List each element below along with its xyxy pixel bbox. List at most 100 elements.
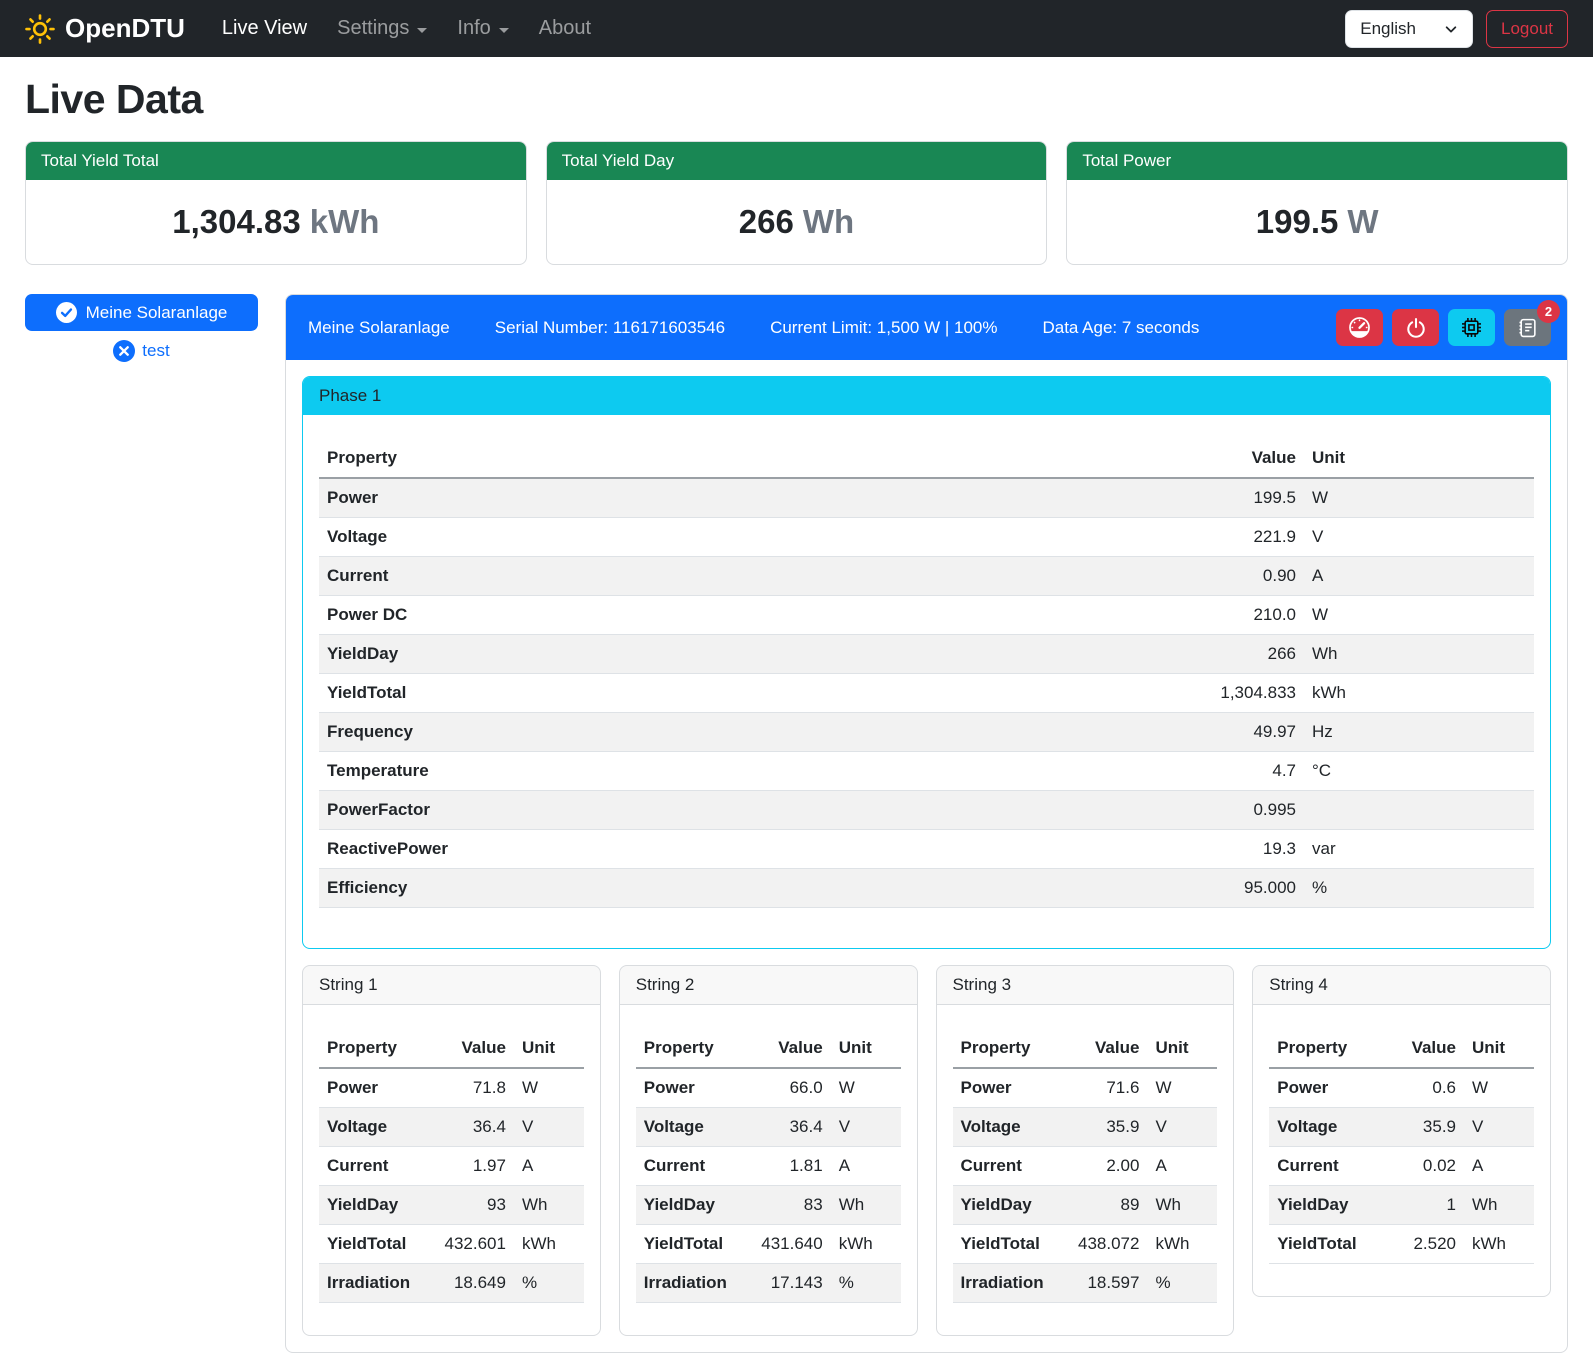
nav-item-label: Settings — [337, 17, 410, 39]
value-cell: 0.995 — [1184, 790, 1304, 830]
chevron-down-icon — [1444, 22, 1458, 36]
main-row: Meine Solaranlage test Meine Solaranlage… — [25, 294, 1568, 1353]
logout-button[interactable]: Logout — [1486, 9, 1568, 48]
column-value: Value — [1184, 439, 1304, 479]
inverter-select-button[interactable]: Meine Solaranlage — [25, 294, 258, 331]
journal-icon — [1517, 317, 1538, 339]
property-cell: Efficiency — [319, 868, 1184, 908]
card-value: 199.5 — [1255, 203, 1339, 240]
value-cell: 18.597 — [1051, 1263, 1148, 1303]
nav-item-settings[interactable]: Settings — [322, 9, 442, 48]
table-row: Power 71.8 W — [319, 1068, 584, 1108]
unit-cell: W — [1304, 595, 1534, 635]
unit-cell: A — [830, 1146, 901, 1186]
column-property: Property — [319, 1029, 419, 1069]
table-row: Voltage 36.4 V — [319, 1107, 584, 1147]
nav-item-live-view[interactable]: Live View — [207, 9, 322, 48]
value-cell: 83 — [734, 1185, 831, 1225]
card-total-power: Total Power 199.5 W — [1066, 141, 1568, 265]
property-cell: Power — [319, 1068, 419, 1108]
event-log-button[interactable]: 2 — [1504, 300, 1560, 346]
unit-cell: V — [513, 1107, 584, 1147]
table-header-row: Property Value Unit — [635, 1029, 901, 1069]
table-row: YieldDay 1 Wh — [1269, 1185, 1534, 1225]
nav-item-about[interactable]: About — [524, 9, 606, 48]
table-row: Current 1.81 A — [635, 1146, 901, 1186]
summary-cards-row: Total Yield Total 1,304.83 kWh Total Yiel… — [25, 141, 1568, 265]
inverter-limit: Current Limit: 1,500 W | 100% — [770, 317, 998, 337]
value-cell: 66.0 — [734, 1068, 831, 1108]
unit-cell: % — [1304, 868, 1534, 908]
unit-cell: kWh — [513, 1224, 584, 1264]
caret-down-icon — [498, 28, 509, 33]
inverter-data-age: Data Age: 7 seconds — [1042, 317, 1200, 337]
table-row: Voltage 35.9 V — [1269, 1107, 1534, 1147]
property-cell: Current — [319, 556, 1184, 596]
table-row: YieldTotal 432.601 kWh — [319, 1224, 584, 1264]
value-cell: 221.9 — [1184, 517, 1304, 557]
table-row: YieldTotal 2.520 kWh — [1269, 1224, 1534, 1264]
inverter-card: Meine Solaranlage Serial Number: 1161716… — [285, 294, 1568, 1353]
table-row: YieldDay 266 Wh — [319, 634, 1534, 674]
table-row: YieldDay 83 Wh — [635, 1185, 901, 1225]
property-cell: PowerFactor — [319, 790, 1184, 830]
property-cell: Power — [1269, 1068, 1368, 1108]
string-table: Property Value Unit Power 71.8 W Voltage 36.4… — [319, 1029, 584, 1303]
value-cell: 1.97 — [418, 1146, 514, 1186]
table-row: YieldDay 89 Wh — [952, 1185, 1218, 1225]
table-header-row: Property Value Unit — [319, 1029, 584, 1069]
strings-row: String 1 Property Value Unit Power 71.8 W Vo… — [302, 965, 1551, 1336]
value-cell: 4.7 — [1184, 751, 1304, 791]
value-cell: 432.601 — [418, 1224, 514, 1264]
x-circle-icon — [113, 340, 136, 362]
card-header: Total Yield Total — [26, 142, 526, 180]
column-property: Property — [952, 1029, 1052, 1069]
limit-settings-button[interactable] — [1336, 309, 1383, 346]
card-body: 199.5 W — [1067, 180, 1567, 264]
power-button[interactable] — [1392, 309, 1439, 346]
column-unit: Unit — [830, 1029, 901, 1069]
string-table: Property Value Unit Power 71.6 W Voltage 35.9… — [952, 1029, 1218, 1303]
card-total-yield-day: Total Yield Day 266 Wh — [545, 141, 1048, 265]
property-cell: Power — [319, 478, 1184, 518]
table-row: Power 199.5 W — [319, 478, 1534, 518]
value-cell: 17.143 — [734, 1263, 831, 1303]
inverter-card-body: Phase 1 Property Value Unit — [286, 360, 1567, 1352]
value-cell: 0.02 — [1368, 1146, 1464, 1186]
property-cell: YieldTotal — [635, 1224, 735, 1264]
card-body: 1,304.83 kWh — [26, 180, 526, 264]
unit-cell: var — [1304, 829, 1534, 869]
value-cell: 0.6 — [1368, 1068, 1464, 1108]
property-cell: Temperature — [319, 751, 1184, 791]
table-row: Voltage 35.9 V — [952, 1107, 1218, 1147]
table-row: YieldTotal 431.640 kWh — [635, 1224, 901, 1264]
value-cell: 199.5 — [1184, 478, 1304, 518]
cpu-icon — [1460, 316, 1483, 339]
property-cell: Power — [635, 1068, 735, 1108]
inverter-actions: 2 — [1336, 300, 1560, 346]
table-row: Current 0.02 A — [1269, 1146, 1534, 1186]
brand[interactable]: OpenDTU — [25, 13, 185, 44]
device-info-button[interactable] — [1448, 309, 1495, 346]
value-cell: 18.649 — [418, 1263, 514, 1303]
string-2-card: String 2 Property Value Unit Power 66.0 W Vo… — [618, 965, 918, 1336]
property-cell: YieldDay — [635, 1185, 735, 1225]
nav-item-info[interactable]: Info — [442, 9, 523, 48]
table-row: Current 2.00 A — [952, 1146, 1218, 1186]
table-header-row: Property Value Unit — [1269, 1029, 1534, 1069]
unit-cell: W — [1464, 1068, 1534, 1108]
unit-cell: V — [1464, 1107, 1534, 1147]
value-cell: 36.4 — [418, 1107, 514, 1147]
value-cell: 36.4 — [734, 1107, 831, 1147]
table-row: Frequency 49.97 Hz — [319, 712, 1534, 752]
property-cell: YieldDay — [319, 1185, 419, 1225]
unit-cell: Wh — [1304, 634, 1534, 674]
sidebar-item-test[interactable]: test — [113, 340, 170, 362]
property-cell: Voltage — [319, 517, 1184, 557]
nav-item-label: About — [538, 17, 592, 39]
property-cell: Current — [952, 1146, 1052, 1186]
property-cell: Frequency — [319, 712, 1184, 752]
language-select[interactable]: English — [1345, 9, 1473, 48]
unit-cell: °C — [1304, 751, 1534, 791]
power-icon — [1405, 317, 1427, 339]
